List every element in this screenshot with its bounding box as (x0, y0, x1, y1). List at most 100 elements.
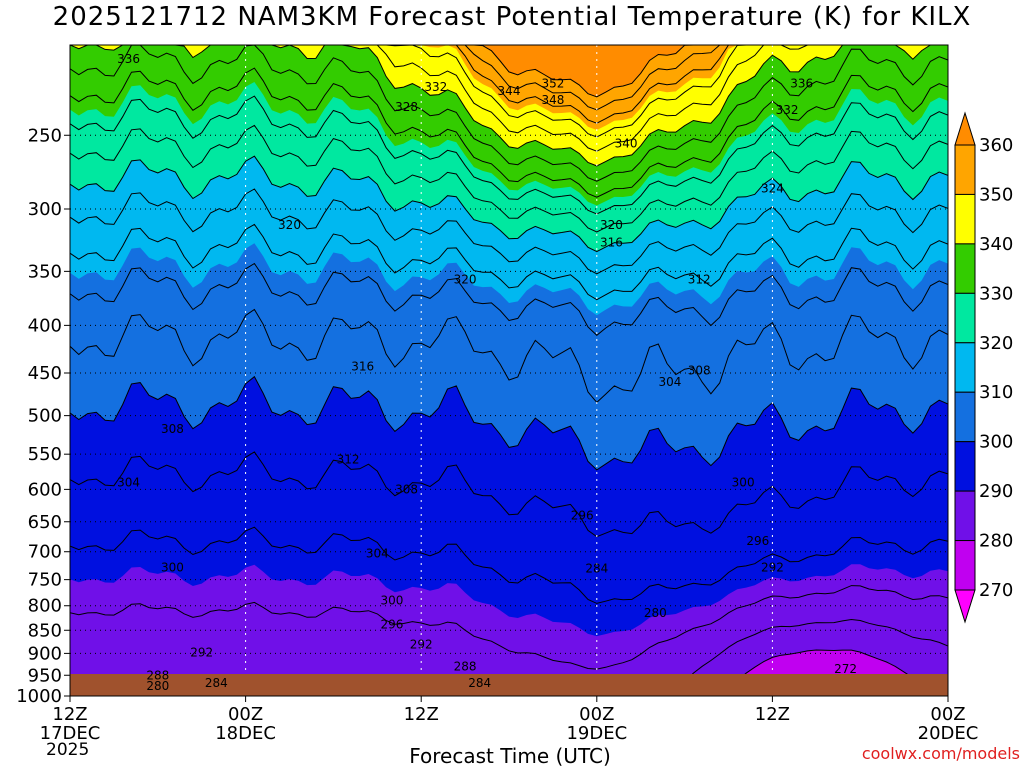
contour-324 (70, 124, 948, 233)
contour-label: 280 (644, 606, 667, 620)
contour-label: 280 (146, 679, 169, 693)
contour-label: 336 (117, 52, 140, 66)
contour-label: 308 (688, 363, 711, 377)
colorbar-swatch (954, 292, 976, 344)
x-tick-date-label: 18DEC (215, 723, 276, 744)
x-tick-label: 12Z (404, 704, 439, 725)
colorbar-swatch (954, 243, 976, 294)
colorbar-label: 340 (979, 234, 1013, 255)
y-tick-label: 400 (28, 315, 62, 336)
x-tick-label: 00Z (228, 704, 263, 725)
contour-288 (70, 585, 948, 670)
contour-332 (70, 67, 948, 198)
colorbar-label: 290 (979, 481, 1013, 502)
y-tick-label: 500 (28, 406, 62, 427)
chart-title: 2025121712 NAM3KM Forecast Potential Tem… (52, 2, 972, 32)
contour-344 (70, 45, 948, 152)
colorbar-label: 270 (979, 580, 1013, 601)
contour-label: 300 (732, 476, 755, 490)
contour-label: 344 (498, 84, 521, 98)
contour-304 (70, 308, 948, 404)
contour-340 (70, 45, 948, 167)
contour-label: 288 (454, 660, 477, 674)
contour-label: 296 (746, 534, 769, 548)
colorbar-label: 300 (979, 432, 1013, 453)
x-tick-date-label: 17DEC (40, 723, 101, 744)
contour-308 (70, 262, 948, 336)
contour-label: 288 (146, 668, 169, 682)
y-axis: 2503003504004505005506006507007508008509… (16, 125, 70, 707)
band-above-360 (70, 45, 948, 97)
colorbar-label: 320 (979, 333, 1013, 354)
x-axis-label: Forecast Time (UTC) (409, 744, 611, 768)
contour-label: 308 (161, 422, 184, 436)
contour-label: 328 (395, 100, 418, 114)
contour-336 (70, 45, 948, 182)
contour-360 (70, 45, 948, 98)
colorbar-label: 330 (979, 283, 1013, 304)
contour-280 (70, 649, 948, 696)
colorbar-label: 280 (979, 531, 1013, 552)
y-tick-label: 300 (28, 199, 62, 220)
contour-300 (70, 375, 948, 471)
y-tick-label: 800 (28, 596, 62, 617)
contour-label: 332 (424, 80, 447, 94)
y-tick-label: 350 (28, 261, 62, 282)
contour-label: 316 (351, 360, 374, 374)
contour-316 (70, 188, 948, 275)
y-tick-label: 450 (28, 363, 62, 384)
colorbar-label: 350 (979, 184, 1013, 205)
contour-label: 320 (600, 218, 623, 232)
contour-labels: 336 332 328 344 352 348 340 336 332 324 320 320 316 3… (117, 52, 857, 693)
contour-352 (70, 45, 948, 124)
colorbar-swatch (954, 441, 976, 492)
y-tick-label: 650 (28, 512, 62, 533)
contour-label: 292 (761, 561, 784, 575)
contour-label: 284 (205, 676, 228, 690)
contour-label: 292 (190, 645, 213, 659)
contour-label: 320 (278, 218, 301, 232)
contour-label: 272 (834, 662, 857, 676)
colorbar-top-arrow (954, 111, 976, 146)
contour-348 (70, 45, 948, 138)
colorbar-swatch (954, 391, 976, 443)
x-tick-date-label: 20DEC (918, 723, 979, 744)
ground-surface (70, 674, 948, 696)
y-tick-label: 900 (28, 643, 62, 664)
contour-label: 296 (571, 508, 594, 522)
contour-label: 348 (541, 93, 564, 107)
y-tick-label: 950 (28, 665, 62, 686)
contour-356 (70, 45, 948, 111)
colorbar-bottom-arrow (954, 589, 976, 624)
y-tick-label: 250 (28, 125, 62, 146)
colorbar-label: 310 (979, 382, 1013, 403)
contour-320 (70, 155, 948, 253)
contour-fills (70, 45, 948, 696)
contour-label: 284 (468, 676, 491, 690)
contour-label: 300 (380, 594, 403, 608)
x-tick-label: 12Z (755, 704, 790, 725)
contour-label: 304 (117, 476, 140, 490)
contour-label: 292 (410, 637, 433, 651)
plot-frame (69, 44, 949, 697)
contour-label: 316 (600, 236, 623, 250)
colorbar-label: 360 (979, 135, 1013, 156)
colorbar-swatch (954, 490, 976, 542)
contour-label: 304 (659, 375, 682, 389)
x-tick-label: 00Z (930, 704, 965, 725)
y-tick-label: 700 (28, 542, 62, 563)
credit-link[interactable]: coolwx.com/models (861, 744, 1020, 763)
x-tick-date-label: 19DEC (566, 723, 627, 744)
contour-label: 312 (688, 272, 711, 286)
contour-label: 312 (337, 452, 360, 466)
x-tick-label: 12Z (52, 704, 87, 725)
contour-296 (70, 451, 948, 538)
contour-292 (70, 526, 948, 604)
colorbar-swatch (954, 540, 976, 591)
y-tick-label: 750 (28, 570, 62, 591)
band-above-350 (70, 45, 948, 130)
contour-label: 300 (161, 561, 184, 575)
contour-label: 352 (541, 77, 564, 91)
year-label: 2025 (46, 740, 90, 760)
